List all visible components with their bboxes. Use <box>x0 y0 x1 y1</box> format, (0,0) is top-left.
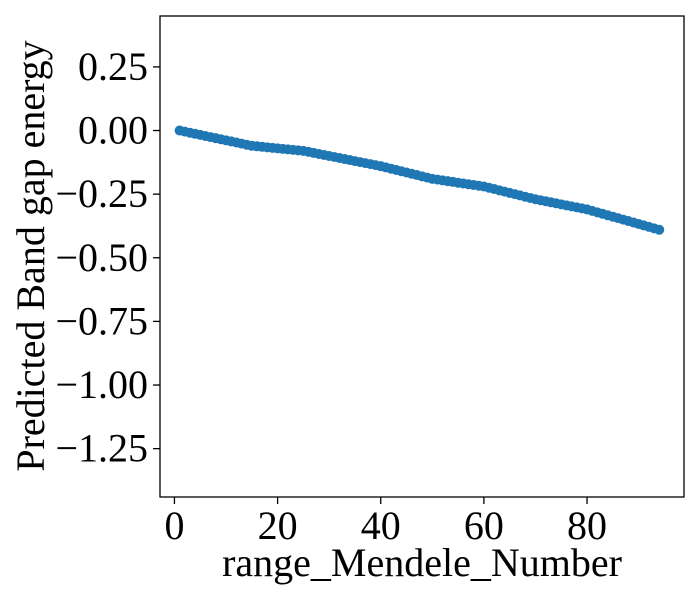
x-tick-label: 20 <box>258 503 298 548</box>
plot-frame <box>159 15 685 498</box>
x-axis: 0 20 40 60 80 <box>164 497 607 548</box>
y-tick-label: −1.00 <box>55 362 148 407</box>
x-tick-label: 40 <box>361 503 401 548</box>
y-axis-label: Predicted Band gap energy <box>8 40 53 471</box>
points-layer <box>174 125 665 235</box>
x-axis-label: range_Mendele_Number <box>222 540 622 585</box>
y-tick-label: 0.00 <box>78 108 148 153</box>
y-tick-label: −0.25 <box>55 171 148 216</box>
y-tick-label: −0.75 <box>55 298 148 343</box>
x-tick-label: 80 <box>567 503 607 548</box>
y-tick-label: −1.25 <box>55 426 148 471</box>
y-tick-label: −0.50 <box>55 235 148 280</box>
y-tick-label: 0.25 <box>78 44 148 89</box>
y-axis: 0.25 0.00 −0.25 −0.50 −0.75 −1.00 −1.25 <box>55 44 160 471</box>
x-tick-label: 0 <box>164 503 184 548</box>
x-tick-label: 60 <box>464 503 504 548</box>
data-point <box>654 224 665 235</box>
